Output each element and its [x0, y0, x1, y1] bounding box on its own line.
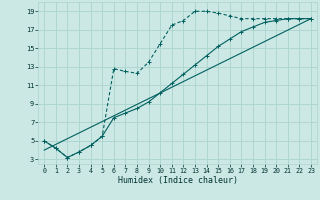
X-axis label: Humidex (Indice chaleur): Humidex (Indice chaleur) — [118, 176, 238, 185]
